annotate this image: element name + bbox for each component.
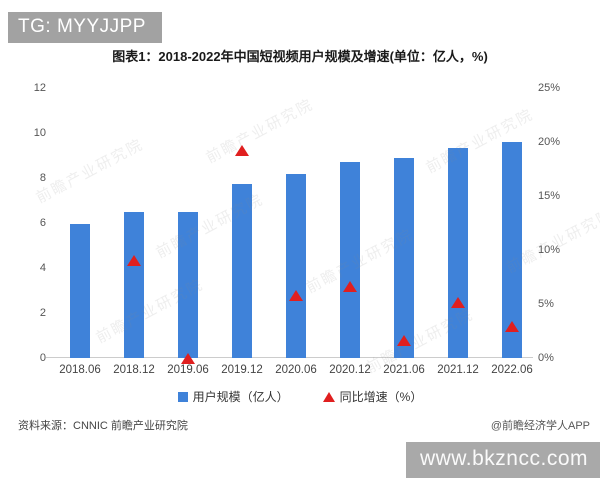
growth-rate-marker [235, 144, 249, 156]
x-axis-tick-label: 2021.06 [383, 364, 425, 376]
chart-column [269, 88, 323, 358]
triangle-series-marker-icon [322, 391, 335, 402]
x-axis-tick-label: 2019.12 [221, 364, 263, 376]
user-scale-bar [178, 212, 198, 358]
chart-column [485, 88, 539, 358]
data-source-note: 资料来源：CNNIC 前瞻产业研究院 [18, 420, 188, 432]
x-axis-tick-label: 2018.12 [113, 364, 155, 376]
x-axis-tick-label: 2020.12 [329, 364, 371, 376]
legend-label-users: 用户规模（亿人） [192, 390, 289, 404]
plot-area [53, 88, 539, 364]
right-axis-tick: 10% [538, 244, 561, 256]
x-axis-tick-label: 2022.06 [491, 364, 533, 376]
left-axis-tick: 8 [39, 172, 46, 184]
user-scale-bar [286, 173, 306, 358]
x-axis-tick-label: 2019.06 [167, 364, 209, 376]
legend: 用户规模（亿人） 同比增速（%） [0, 388, 600, 405]
chart-column [215, 88, 269, 358]
x-axis-tick-label: 2021.12 [437, 364, 479, 376]
user-scale-bar [394, 158, 414, 358]
left-axis-tick: 0 [39, 352, 46, 364]
left-axis-tick: 4 [39, 262, 46, 274]
legend-item-users: 用户规模（亿人） [177, 388, 289, 405]
credit-note: @前瞻经济学人APP [490, 420, 590, 432]
user-scale-bar [340, 161, 360, 358]
left-axis-tick: 2 [39, 307, 46, 319]
user-scale-bar [124, 212, 144, 358]
user-scale-bar [448, 147, 468, 358]
user-scale-bar [502, 141, 522, 358]
chart-column [323, 88, 377, 358]
legend-item-growth: 同比增速（%） [322, 388, 423, 405]
left-axis-tick: 12 [33, 82, 46, 94]
left-axis-tick: 10 [33, 127, 46, 139]
page-title: 图表1：2018-2022年中国短视频用户规模及增速(单位：亿人，%) [112, 49, 488, 64]
telegram-badge-label: TG: MYYJJPP [18, 15, 146, 37]
growth-rate-marker [505, 320, 519, 332]
right-axis-tick: 15% [538, 190, 561, 202]
chart-column [431, 88, 485, 358]
growth-rate-marker [127, 254, 141, 266]
left-axis-tick: 6 [39, 217, 46, 229]
telegram-badge: TG: MYYJJPP [8, 12, 162, 43]
chart-column [53, 88, 107, 358]
right-axis-tick: 25% [538, 82, 561, 94]
right-axis-tick: 20% [538, 136, 561, 148]
legend-label-growth: 同比增速（%） [339, 390, 423, 404]
growth-rate-marker [397, 334, 411, 346]
website-badge-label: www.bkzncc.com [419, 447, 588, 470]
website-badge: www.bkzncc.com [405, 442, 600, 478]
user-scale-bar [232, 184, 252, 358]
growth-rate-marker [451, 296, 465, 308]
bar-series-marker-icon [177, 391, 188, 402]
right-axis-tick: 0% [538, 352, 554, 364]
user-scale-bar [70, 224, 90, 358]
right-axis-tick: 5% [538, 298, 554, 310]
growth-rate-marker [181, 353, 195, 364]
chart-column [107, 88, 161, 358]
chart-column [377, 88, 431, 358]
growth-rate-marker [343, 280, 357, 292]
x-axis-tick-label: 2020.06 [275, 364, 317, 376]
chart-column [161, 88, 215, 364]
growth-rate-marker [289, 290, 303, 302]
x-axis-tick-label: 2018.06 [59, 364, 101, 376]
